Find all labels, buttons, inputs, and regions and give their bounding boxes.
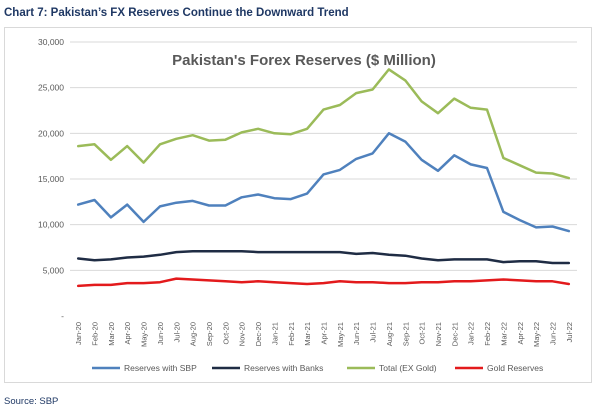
x-tick-label: Oct-20	[221, 322, 230, 345]
x-tick-label: May-21	[336, 322, 345, 347]
legend: Reserves with SBP Reserves with Banks Tota…	[92, 363, 543, 373]
x-tick-label: May-20	[140, 322, 149, 347]
x-tick-label: Mar-22	[499, 322, 508, 346]
series-line	[76, 249, 571, 265]
x-axis-ticks: Jan-20 Feb-20 Mar-20 Apr-20 May-20 Jun-20 Jul-…	[74, 322, 574, 347]
x-tick-label: Nov-21	[434, 322, 443, 346]
legend-label: Reserves with Banks	[244, 363, 323, 373]
y-tick-label: 30,000	[38, 37, 64, 47]
series-lines	[76, 68, 571, 288]
series-line	[76, 277, 571, 288]
x-tick-label: Jul-20	[172, 322, 181, 342]
x-tick-label: Jun-22	[548, 322, 557, 345]
y-axis-ticks: - 5,000 10,000 15,000 20,000 25,000 30,000	[38, 37, 64, 321]
source-note: Source: SBP	[4, 396, 59, 407]
y-tick-label: 15,000	[38, 174, 64, 184]
x-tick-label: Jun-20	[156, 322, 165, 345]
x-tick-label: Apr-21	[320, 322, 329, 345]
x-tick-label: Jan-20	[74, 322, 83, 345]
chart-title: Pakistan's Forex Reserves ($ Million)	[172, 52, 436, 69]
x-tick-label: Apr-22	[516, 322, 525, 345]
y-tick-label: 25,000	[38, 83, 64, 93]
x-tick-label: Dec-21	[450, 322, 459, 346]
y-tick-label: 10,000	[38, 220, 64, 230]
x-tick-label: Oct-21	[418, 322, 427, 345]
x-tick-label: May-22	[532, 322, 541, 347]
legend-label: Reserves with SBP	[124, 363, 197, 373]
x-tick-label: Feb-20	[91, 322, 100, 346]
legend-label: Total (EX Gold)	[379, 363, 437, 373]
y-tick-label: 20,000	[38, 128, 64, 138]
x-tick-label: Mar-21	[303, 322, 312, 346]
y-tick-label: -	[61, 311, 64, 321]
x-tick-label: Nov-20	[238, 322, 247, 346]
chart-caption: Chart 7: Pakistan’s FX Reserves Continue…	[4, 7, 349, 19]
chart-frame	[4, 27, 592, 383]
x-tick-label: Aug-21	[385, 322, 394, 346]
x-tick-label: Dec-20	[254, 322, 263, 346]
x-tick-label: Mar-20	[107, 322, 116, 346]
x-tick-label: Aug-20	[189, 322, 198, 346]
series-line	[76, 68, 571, 180]
forex-reserves-chart: Pakistan's Forex Reserves ($ Million) - 5…	[38, 37, 577, 373]
legend-label: Gold Reserves	[487, 363, 543, 373]
x-tick-label: Jul-21	[369, 322, 378, 342]
x-tick-label: Sep-21	[401, 322, 410, 346]
x-tick-label: Feb-21	[287, 322, 296, 346]
gridlines	[70, 41, 577, 271]
x-tick-label: Feb-22	[483, 322, 492, 346]
series-line	[76, 132, 571, 233]
x-tick-label: Jun-21	[352, 322, 361, 345]
y-tick-label: 5,000	[43, 265, 65, 275]
x-tick-label: Jan-22	[467, 322, 476, 345]
x-tick-label: Jan-21	[270, 322, 279, 345]
x-tick-label: Sep-20	[205, 322, 214, 346]
x-tick-label: Apr-20	[123, 322, 132, 345]
x-tick-label: Jul-22	[565, 322, 574, 342]
